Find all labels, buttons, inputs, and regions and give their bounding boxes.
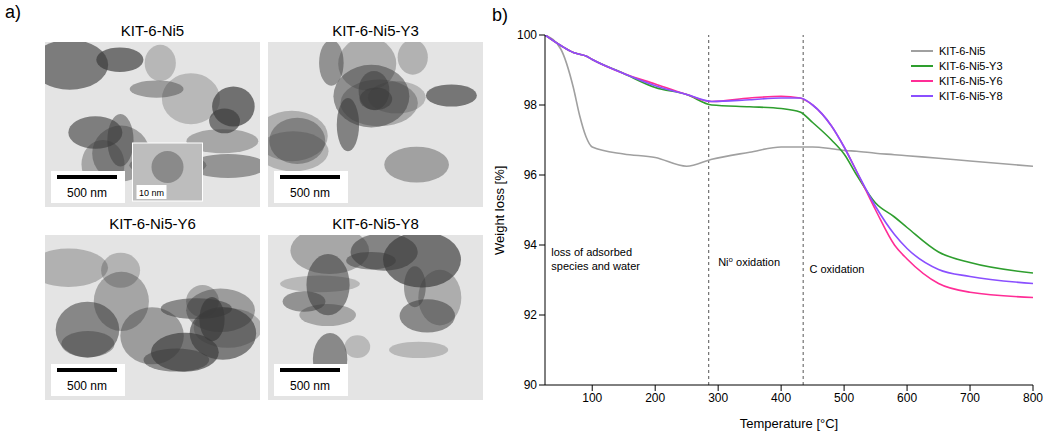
html-text:KIT-6-Ni5-Y8: KIT-6-Ni5-Y8 (332, 215, 419, 232)
html-text:KIT-6-Ni5-Y6: KIT-6-Ni5-Y6 (939, 74, 1003, 87)
html-text:KIT-6-Ni5-Y8: KIT-6-Ni5-Y8 (939, 89, 1003, 102)
svg-text:Weight loss [%]: Weight loss [%] (492, 166, 507, 255)
html-text:KIT-6-Ni5: KIT-6-Ni5 (120, 22, 185, 39)
svg-text:500 nm: 500 nm (67, 379, 107, 393)
svg-text:98: 98 (524, 98, 538, 112)
svg-text:500 nm: 500 nm (67, 186, 107, 200)
html-text:b): b) (492, 5, 508, 25)
svg-text:300: 300 (708, 391, 728, 405)
svg-text:500 nm: 500 nm (290, 379, 330, 393)
svg-text:500 nm: 500 nm (290, 186, 330, 200)
svg-text:C oxidation: C oxidation (809, 263, 864, 275)
svg-text:Temperature [°C]: Temperature [°C] (740, 416, 838, 431)
html-text:a): a) (5, 2, 21, 22)
svg-text:700: 700 (960, 391, 980, 405)
svg-text:400: 400 (771, 391, 791, 405)
html-text:KIT-6-Ni5-Y3: KIT-6-Ni5-Y3 (939, 59, 1003, 72)
svg-text:loss of adsorbedspecies and wa: loss of adsorbedspecies and water (551, 246, 640, 272)
svg-text:100: 100 (582, 391, 602, 405)
svg-text:800: 800 (1023, 391, 1043, 405)
svg-text:96: 96 (524, 168, 538, 182)
html-text:KIT-6-Ni5-Y3: KIT-6-Ni5-Y3 (332, 22, 419, 39)
svg-text:94: 94 (524, 238, 538, 252)
svg-text:90: 90 (524, 378, 538, 392)
svg-text:92: 92 (524, 308, 538, 322)
html-text:KIT-6-Ni5-Y6: KIT-6-Ni5-Y6 (109, 215, 196, 232)
svg-text:500: 500 (834, 391, 854, 405)
svg-text:600: 600 (897, 391, 917, 405)
svg-text:100: 100 (517, 28, 537, 42)
svg-text:200: 200 (645, 391, 665, 405)
svg-text:Ni⁰ oxidation: Ni⁰ oxidation (718, 256, 780, 268)
svg-text:10 nm: 10 nm (139, 188, 164, 198)
html-text:KIT-6-Ni5: KIT-6-Ni5 (939, 44, 986, 57)
